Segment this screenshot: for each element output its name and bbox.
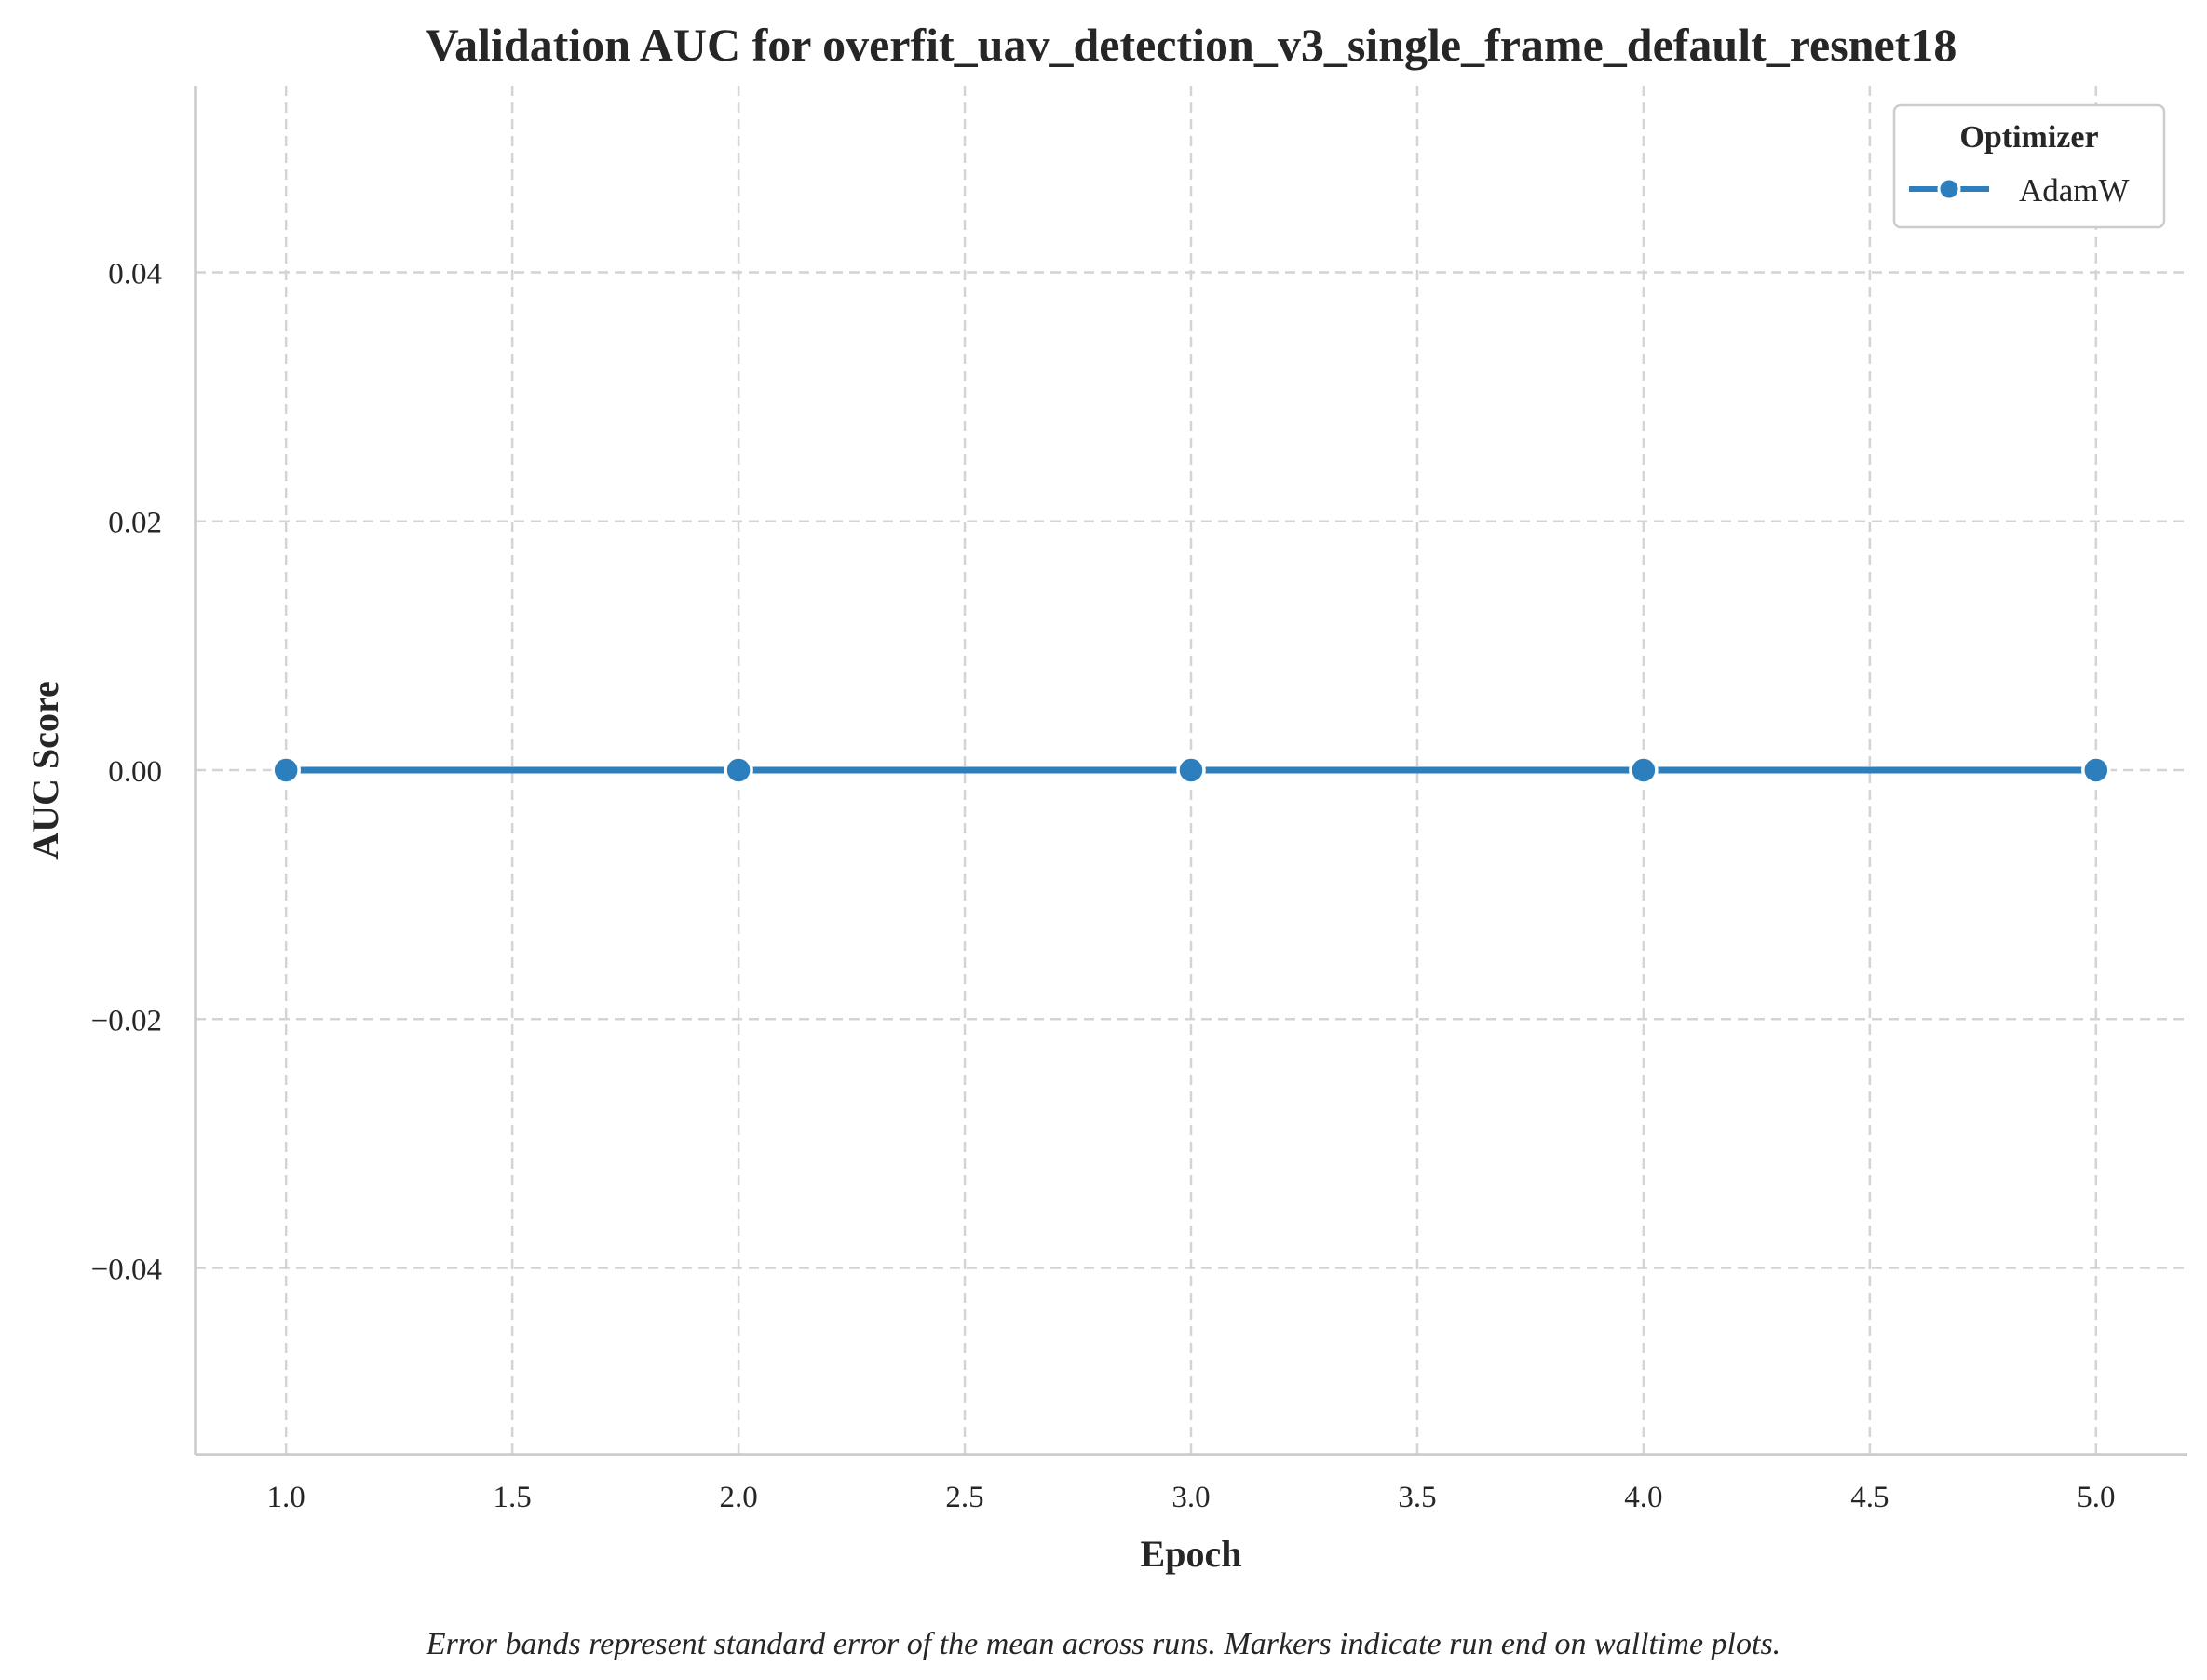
y-tick-label: 0.00	[108, 755, 162, 789]
x-tick-label: 4.5	[1850, 1481, 1889, 1514]
legend-title: Optimizer	[1959, 120, 2098, 155]
legend-marker-adamw	[1937, 177, 1961, 201]
data-point-adamw	[724, 755, 753, 785]
series-layer	[271, 755, 2111, 785]
x-tick-label: 3.5	[1398, 1481, 1436, 1514]
grid-layer	[196, 86, 2187, 1455]
legend-box	[1892, 103, 2166, 229]
x-tick-label: 1.0	[267, 1481, 305, 1514]
legend-label-adamw: AdamW	[2019, 172, 2130, 209]
x-axis-label: Epoch	[1141, 1533, 1242, 1575]
data-point-adamw	[271, 755, 301, 785]
x-tick-label: 4.0	[1624, 1481, 1662, 1514]
data-point-adamw	[2081, 755, 2111, 785]
x-tick-label: 2.0	[719, 1481, 757, 1514]
x-tick-label: 5.0	[2077, 1481, 2115, 1514]
y-tick-label: −0.02	[91, 1004, 162, 1037]
x-tick-label: 2.5	[945, 1481, 983, 1514]
x-tick-label: 1.5	[494, 1481, 532, 1514]
x-ticks-layer: 1.0 1.5 2.0 2.5 3.0 3.5 4.0 4.5 5.0	[267, 1481, 2116, 1514]
chart-title: Validation AUC for overfit_uav_detection…	[426, 19, 1957, 71]
y-ticks-layer: 0.04 0.02 0.00 −0.02 −0.04	[91, 257, 162, 1286]
data-point-adamw	[1629, 755, 1659, 785]
y-tick-label: −0.04	[91, 1253, 162, 1287]
legend: Optimizer AdamW	[1892, 103, 2166, 229]
data-point-adamw	[1176, 755, 1206, 785]
y-tick-label: 0.02	[108, 507, 162, 540]
y-axis-label: AUC Score	[24, 681, 66, 859]
x-tick-label: 3.0	[1171, 1481, 1210, 1514]
chart-caption: Error bands represent standard error of …	[426, 1627, 1780, 1661]
y-tick-label: 0.04	[108, 257, 162, 291]
